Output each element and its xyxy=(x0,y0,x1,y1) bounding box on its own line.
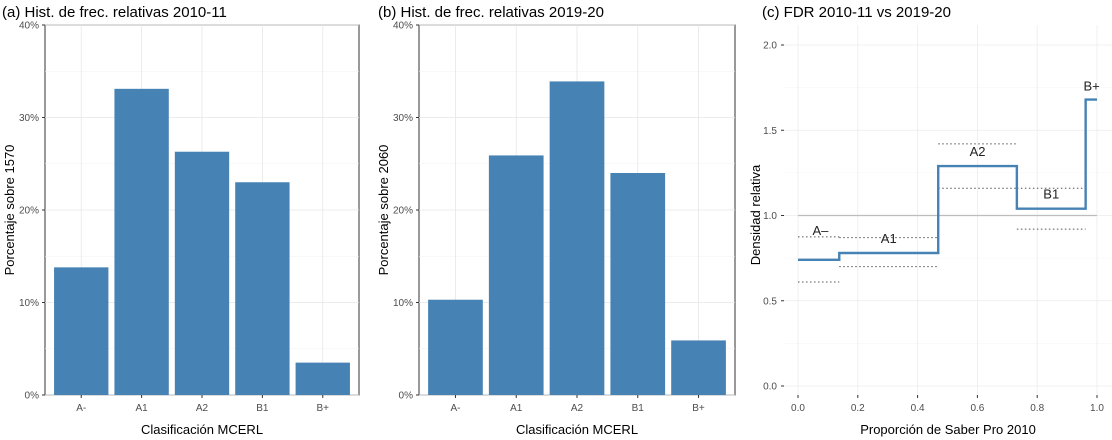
panel-a-y-ticks: 0% 10% 20% 30% 40% xyxy=(19,21,45,402)
panel-c-y-axis-label: Densidad relativa xyxy=(748,164,763,265)
panel-a-bars xyxy=(54,88,350,395)
panel-a-y-axis-label: Porcentaje sobre 1570 xyxy=(2,145,17,276)
panel-b-y-axis-label: Porcentaje sobre 2060 xyxy=(376,145,391,276)
panel-c-y-ticks: 0.0 0.5 1.0 1.5 2.0 xyxy=(763,41,784,393)
y-tick-label: 30% xyxy=(393,113,413,124)
panel-b-x-axis-label: Clasificación MCERL xyxy=(516,422,638,437)
panel-b-title: (b) Hist. de frec. relativas 2019-20 xyxy=(378,4,604,21)
panel-a-grid xyxy=(45,24,359,396)
y-tick-label: 2.0 xyxy=(763,41,777,52)
x-tick-label: 0.8 xyxy=(1030,403,1044,414)
y-tick-label: 0% xyxy=(25,391,40,402)
bar-b xyxy=(671,340,726,395)
segment-label: A2 xyxy=(970,144,986,159)
y-tick-label: 10% xyxy=(19,298,39,309)
bar-a xyxy=(54,267,109,395)
x-tick-label: 1.0 xyxy=(1090,403,1104,414)
bar-a1 xyxy=(114,88,169,395)
panel-b-bars xyxy=(428,81,726,396)
panel-a-x-ticks: A- A1 A2 B1 B+ xyxy=(76,395,329,414)
y-tick-label: 0.0 xyxy=(763,382,777,393)
x-tick-label: A1 xyxy=(135,403,148,414)
x-tick-label: A1 xyxy=(510,403,523,414)
y-tick-label: 20% xyxy=(393,206,413,217)
x-tick-label: B1 xyxy=(256,403,269,414)
panel-a-title: (a) Hist. de frec. relativas 2010-11 xyxy=(2,4,227,21)
bar-a2 xyxy=(174,151,230,395)
x-tick-label: 0.2 xyxy=(851,403,865,414)
panel-c-plot: A– A1 A2 B1 B+ xyxy=(784,25,1112,395)
bar-b xyxy=(295,362,350,395)
panel-b-x-ticks: A- A1 A2 B1 B+ xyxy=(450,395,705,414)
panel-c: (c) FDR 2010-11 vs 2019-20 A– A1 A2 B1 B+ 0.… xyxy=(748,4,1112,437)
y-tick-label: 30% xyxy=(19,113,39,124)
segment-label: B1 xyxy=(1043,187,1059,202)
panel-c-x-ticks: 0.0 0.2 0.4 0.6 0.8 1.0 xyxy=(791,395,1104,414)
bar-a2 xyxy=(549,81,605,396)
segment-label: A– xyxy=(812,223,829,238)
bar-a1 xyxy=(488,155,544,395)
y-tick-label: 0.5 xyxy=(763,296,777,307)
x-tick-label: 0.4 xyxy=(911,403,925,414)
bar-b1 xyxy=(610,173,666,395)
y-tick-label: 40% xyxy=(19,21,39,32)
x-tick-label: 0.0 xyxy=(791,403,805,414)
panel-c-x-axis-label: Proporción de Saber Pro 2010 xyxy=(860,422,1036,437)
panel-a-x-axis-label: Clasificación MCERL xyxy=(141,422,263,437)
x-tick-label: A- xyxy=(76,403,86,414)
x-tick-label: A2 xyxy=(571,403,584,414)
bar-b1 xyxy=(235,182,290,395)
y-tick-label: 0% xyxy=(399,391,414,402)
y-tick-label: 1.0 xyxy=(763,211,777,222)
panel-a: (a) Hist. de frec. relativas 2010-11 0% 1… xyxy=(2,4,360,437)
x-tick-label: 0.6 xyxy=(970,403,984,414)
panel-b-y-ticks: 0% 10% 20% 30% 40% xyxy=(393,21,419,402)
x-tick-label: B1 xyxy=(632,403,645,414)
y-tick-label: 40% xyxy=(393,21,413,32)
relative-density-step-line xyxy=(798,98,1097,262)
x-tick-label: A2 xyxy=(196,403,209,414)
x-tick-label: B+ xyxy=(317,403,330,414)
y-tick-label: 10% xyxy=(393,298,413,309)
x-tick-label: B+ xyxy=(692,403,705,414)
x-tick-label: A- xyxy=(450,403,460,414)
segment-label: B+ xyxy=(1084,79,1100,94)
panel-b: (b) Hist. de frec. relativas 2019-20 0% 1… xyxy=(376,4,736,437)
y-tick-label: 1.5 xyxy=(763,126,777,137)
segment-label: A1 xyxy=(881,231,897,246)
panel-c-title: (c) FDR 2010-11 vs 2019-20 xyxy=(762,4,951,21)
y-tick-label: 20% xyxy=(19,206,39,217)
bar-a xyxy=(428,299,483,395)
